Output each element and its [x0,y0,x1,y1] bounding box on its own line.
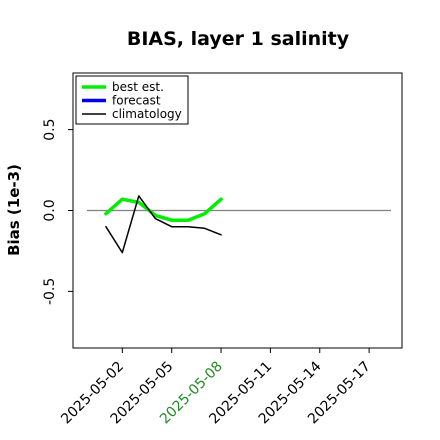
legend-label: forecast [112,94,161,108]
series-line-climatology [105,195,222,254]
y-tick-label: 0.5 [42,118,58,140]
x-axis: 2025-05-022025-05-052025-05-082025-05-11… [58,348,374,427]
chart-title: BIAS, layer 1 salinity [127,28,350,50]
legend-label: best est. [112,80,164,94]
series-line-best-est [104,197,223,222]
y-axis-label: Bias (1e-3) [5,164,23,256]
y-tick-label: -0.5 [42,278,58,305]
series-layer [87,195,391,254]
y-tick-label: 0.0 [42,199,58,221]
y-axis: -0.5 0.0 0.5 [42,118,73,305]
legend-label: climatology [112,107,182,121]
